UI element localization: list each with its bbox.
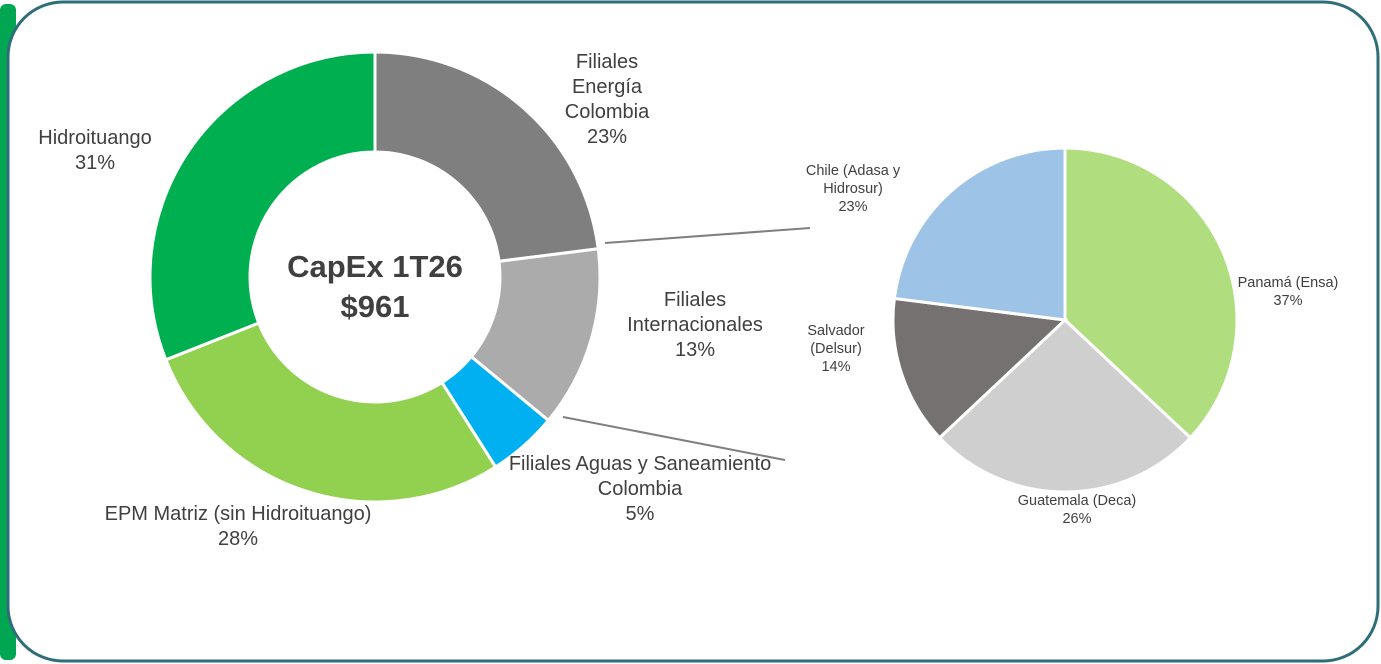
slice [148,50,377,362]
donut-center: CapEx 1T26 $961 [287,247,463,328]
marks [148,50,1239,504]
slice [891,296,1069,440]
slice [892,146,1067,322]
value-label: 31% [74,152,116,174]
slice [1063,146,1239,440]
slice-label: Filiales Aguas y Saneamiento Colombia 5% [505,452,775,527]
category-label: Chile (Adasa y Hidrosur) [805,163,901,198]
slice-label: Panamá (Ensa) 37% [1218,274,1358,310]
slice-label: Guatemala (Deca) 26% [982,492,1172,528]
value-label: 37% [1273,293,1303,310]
donut-total: $961 [340,289,410,325]
category-label: Hidroituango [38,127,152,149]
slice [937,317,1193,494]
value-label: 14% [821,359,851,376]
value-label: 26% [1062,511,1092,528]
category-label: Guatemala (Deca) [1017,493,1137,509]
connector-line [604,227,811,244]
slice-label: Salvador (Delsur) 14% [791,322,881,376]
slice [373,50,600,264]
connector-line [562,416,786,461]
category-label: EPM Matriz (sin Hidroituango) [104,503,372,525]
value-label: 5% [625,503,655,525]
category-label: Filiales Internacionales [627,289,763,336]
value-label: 23% [838,199,868,216]
category-label: Filiales Aguas y Saneamiento Colombia [508,453,772,500]
slice-label: Chile (Adasa y Hidrosur) 23% [778,162,928,216]
slice-label: EPM Matriz (sin Hidroituango) 28% [58,502,418,552]
value-label: 13% [674,339,716,361]
category-label: Panamá (Ensa) [1237,275,1339,291]
slice-label: Filiales Internacionales 13% [600,288,790,363]
category-label: Salvador (Delsur) [807,323,865,358]
slice-label: Hidroituango 31% [5,126,185,176]
slice-label: Filiales Energía Colombia 23% [547,50,667,150]
value-label: 23% [586,126,628,148]
slice [163,321,498,504]
value-label: 28% [217,528,259,550]
donut-title: CapEx 1T26 [287,249,463,284]
category-label: Filiales Energía Colombia [564,51,650,123]
